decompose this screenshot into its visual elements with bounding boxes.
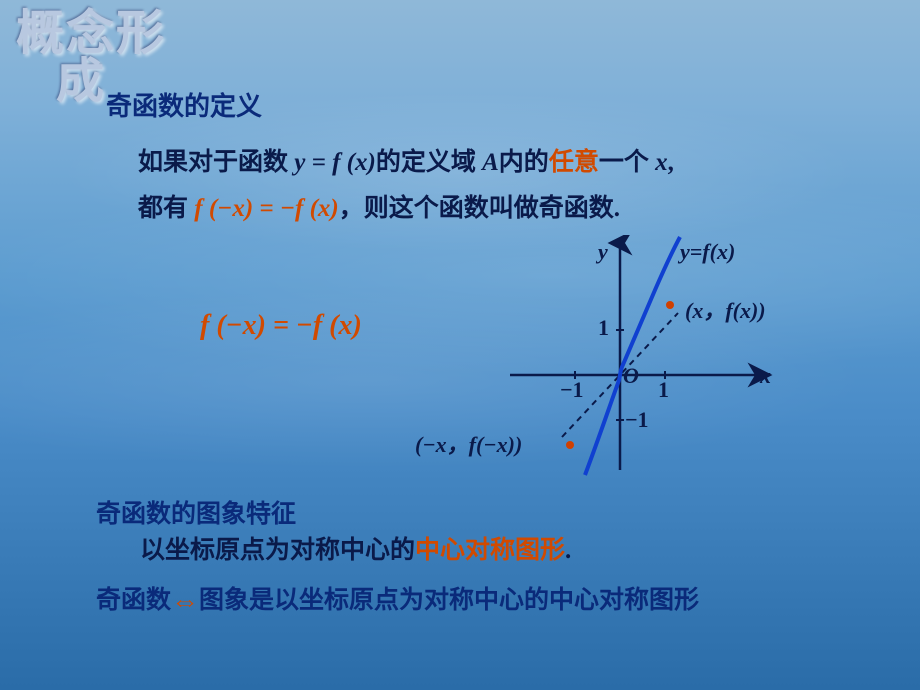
def-domain-A: A xyxy=(482,149,499,176)
y-axis-label: y xyxy=(598,239,608,265)
x-axis-label: x xyxy=(760,363,771,389)
def-frag: ，则这个函数叫做奇函数. xyxy=(339,195,620,222)
graph-svg xyxy=(470,235,870,485)
equivalence-statement: 奇函数⇔图象是以坐标原点为对称中心的中心对称图形 xyxy=(96,580,699,618)
point-positive xyxy=(666,301,674,309)
def-any: 任意 xyxy=(549,149,599,176)
def-frag: 内的 xyxy=(499,149,549,176)
origin-label: O xyxy=(623,363,639,389)
point-negative xyxy=(566,441,574,449)
xtick-1: 1 xyxy=(658,377,669,403)
point-neg-label: (−x，f(−x)) xyxy=(415,427,522,459)
def-frag: 都有 xyxy=(138,195,188,222)
definition-body: 如果对于函数 y = f (x)的定义域 A内的任意一个 x, 都有 f (−x… xyxy=(138,140,838,233)
def-x: x xyxy=(655,149,668,176)
definition-heading-text: 奇函数的定义 xyxy=(106,92,262,121)
def-frag: 如果对于函数 xyxy=(138,149,294,176)
function-label: y=f(x) xyxy=(680,239,735,265)
def-frag: , xyxy=(668,149,674,176)
def-equation: f (−x) = −f (x) xyxy=(188,195,339,222)
image-feature-text: 以坐标原点为对称中心的中心对称图形. xyxy=(140,530,571,566)
ytick-n1: −1 xyxy=(625,407,649,433)
title-line1: 概念形 xyxy=(16,10,166,58)
function-curve xyxy=(585,237,680,475)
ytick-1: 1 xyxy=(598,315,609,341)
iff-icon: ⇔ xyxy=(171,586,199,617)
def-yfx: y = f (x) xyxy=(294,149,376,176)
imgfeat-a: 以坐标原点为对称中心的 xyxy=(140,537,415,564)
definition-heading: 奇函数的定义 xyxy=(106,86,262,123)
imgfeat-b: 中心对称图形 xyxy=(415,537,565,564)
image-feature-heading: 奇函数的图象特征 xyxy=(96,494,296,530)
def-frag: 的定义域 xyxy=(376,149,482,176)
bottom-a: 奇函数 xyxy=(96,587,171,614)
odd-function-graph: y x O y=f(x) (x，f(x)) (−x，f(−x)) 1 1 −1 … xyxy=(470,235,870,485)
odd-function-formula: f (−x) = −f (x) xyxy=(200,310,362,342)
imgfeat-c: . xyxy=(565,537,571,564)
def-frag: 一个 xyxy=(599,149,655,176)
point-pos-label: (x，f(x)) xyxy=(685,293,766,325)
bottom-b: 图象是以坐标原点为对称中心的中心对称图形 xyxy=(199,587,699,614)
xtick-n1: −1 xyxy=(560,377,584,403)
